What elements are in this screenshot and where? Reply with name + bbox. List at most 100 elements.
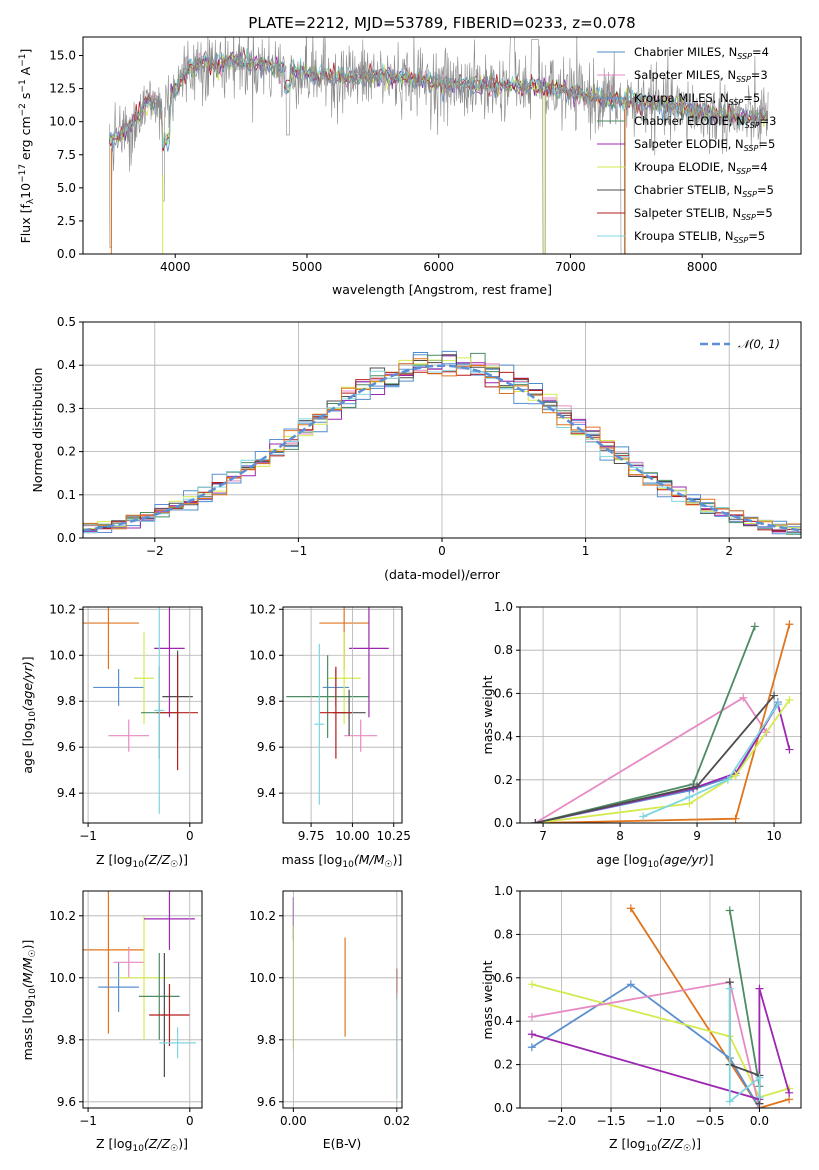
- x-tick-label: 8: [616, 829, 624, 843]
- axes-spectrum: 4000 5000 6000 7000 8000 0.0 2.5 5.0 7.5 10.0 12.5…: [49, 36, 802, 274]
- y-tick-label: 0.0: [494, 816, 513, 830]
- y-tick-label: 0.0: [57, 247, 76, 261]
- weight-marker: [639, 812, 648, 821]
- y-tick-label: 9.8: [57, 694, 76, 708]
- weight-marker: [785, 695, 794, 704]
- y-tick-label: 10.2: [49, 909, 76, 923]
- weight-marker: [725, 906, 734, 915]
- weight-marker: [755, 984, 764, 993]
- plot-area-spectrum: [108, 37, 769, 254]
- axes-frame: [82, 890, 203, 1109]
- x-tick-label: 9: [693, 829, 701, 843]
- axes-frame: [519, 890, 802, 1109]
- weight-marker: [723, 775, 732, 784]
- mass-Z-xlabel: Z [log10(Z/Z☉)]: [96, 1136, 188, 1154]
- legend-item: Salpeter ELODIE, NSSP=5: [634, 137, 775, 153]
- spectrum-ylabel: Flux [fλ10−17 erg cm−2 s−1 A−1]: [18, 49, 36, 244]
- weight-line: [630, 907, 790, 1108]
- y-tick-label: 9.6: [257, 1095, 276, 1109]
- weight-marker: [785, 745, 794, 754]
- y-tick-label: 12.5: [49, 82, 76, 96]
- axes-frame: [282, 890, 403, 1109]
- plot-layer: 4000 5000 6000 7000 80000.02.55.07.510.012.5…: [49, 36, 802, 1128]
- y-tick-label: 10.0: [249, 648, 276, 662]
- axes-age-vs-Z: −1 0 9.4 9.6 9.8 10.0 10.2: [49, 602, 203, 843]
- chart-title: PLATE=2212, MJD=53789, FIBERID=0233, z=0…: [248, 14, 635, 32]
- legend-item: Salpeter STELIB, NSSP=5: [634, 206, 773, 222]
- plot-area-residuals: [83, 350, 801, 537]
- mass-Z-ylabel: mass [log10(M/M☉)]: [20, 940, 38, 1061]
- y-tick-label: 0.2: [494, 773, 513, 787]
- legend-item: Chabrier STELIB, NSSP=5: [634, 183, 774, 199]
- weight-marker: [755, 1093, 764, 1102]
- residuals-ylabel: Normed distribution: [30, 368, 45, 493]
- weight-marker: [725, 1097, 734, 1106]
- legend-item: Chabrier ELODIE, NSSP=3: [634, 114, 776, 130]
- weight-marker: [685, 793, 694, 802]
- y-tick-label: 7.5: [57, 148, 76, 162]
- y-tick-label: 5.0: [57, 181, 76, 195]
- weight-marker: [731, 814, 740, 823]
- x-tick-label: −0.5: [695, 1114, 724, 1128]
- y-tick-label: 10.0: [249, 971, 276, 985]
- plot-area-weight-vs-age: [531, 620, 794, 823]
- x-tick-label: 7000: [555, 260, 586, 274]
- axes-mass-vs-EBV: 0.00 0.02 9.6 9.8 10.0 10.2: [249, 890, 410, 1128]
- y-tick-label: 0.1: [57, 488, 76, 502]
- y-tick-label: 0.0: [57, 531, 76, 545]
- x-tick-label: 8000: [687, 260, 718, 274]
- x-tick-label: 7: [539, 829, 547, 843]
- legend-layer: Chabrier MILES, NSSP=4 Salpeter MILES, NS…: [597, 45, 780, 351]
- axes-frame: [519, 606, 802, 824]
- y-tick-label: 10.0: [49, 648, 76, 662]
- y-tick-label: 10.0: [49, 971, 76, 985]
- weight-marker: [773, 700, 782, 709]
- x-tick-label: 9.75: [298, 829, 325, 843]
- y-tick-label: 10.2: [49, 602, 76, 616]
- x-tick-label: −2: [146, 544, 164, 558]
- x-tick-label: 1: [582, 544, 590, 558]
- x-tick-label: −1.5: [596, 1114, 625, 1128]
- axes-weight-vs-age: 7 8 9 10 0.0 0.2 0.4 0.6 0.8 1.0: [494, 600, 802, 843]
- weight-line: [535, 699, 791, 823]
- weight-marker: [531, 819, 540, 823]
- plot-area-age-vs-Z: [83, 607, 198, 814]
- weight-marker: [626, 980, 635, 989]
- weight-marker: [527, 1043, 536, 1052]
- axes-frame: [282, 606, 403, 824]
- legend-item: Kroupa MILES, NSSP=5: [634, 91, 760, 107]
- weight-line: [534, 696, 768, 823]
- weight-marker: [626, 904, 635, 913]
- legend-item: Kroupa STELIB, NSSP=5: [634, 229, 765, 245]
- weight-age-xlabel: age [log10(age/yr)]: [596, 852, 713, 870]
- y-tick-label: 0.5: [57, 315, 76, 329]
- weight-marker: [785, 1088, 794, 1097]
- age-Z-ylabel: age [log10(age/yr)]: [20, 656, 38, 773]
- weight-line: [535, 695, 775, 823]
- y-tick-label: 9.6: [57, 740, 76, 754]
- residuals-xlabel: (data-model)/error: [384, 567, 501, 582]
- mass-ebv-xlabel: E(B-V): [323, 1136, 362, 1151]
- weight-marker: [527, 1030, 536, 1039]
- weight-marker: [770, 691, 779, 700]
- y-tick-label: 10.0: [49, 115, 76, 129]
- weight-line: [531, 983, 761, 1108]
- x-tick-label: −1: [79, 829, 97, 843]
- plot-area-weight-vs-Z: [527, 904, 794, 1108]
- x-tick-label: 6000: [423, 260, 454, 274]
- y-tick-label: 9.6: [257, 740, 276, 754]
- y-tick-label: 0.6: [494, 686, 513, 700]
- weight-marker: [750, 622, 759, 631]
- x-tick-label: −1: [290, 544, 308, 558]
- y-tick-label: 0.3: [57, 401, 76, 415]
- data-spectrum-line: [109, 37, 769, 254]
- x-tick-label: 0.00: [280, 1114, 307, 1128]
- y-tick-label: 0.4: [494, 1014, 513, 1028]
- gaussian-line: [83, 364, 801, 532]
- weight-marker: [693, 782, 702, 791]
- axes-mass-vs-Z: −1 0 9.6 9.8 10.0 10.2: [49, 890, 203, 1128]
- legend-item: Chabrier MILES, NSSP=4: [634, 45, 769, 61]
- legend-item: Kroupa ELODIE, NSSP=4: [634, 160, 768, 176]
- y-tick-label: 0.4: [57, 358, 76, 372]
